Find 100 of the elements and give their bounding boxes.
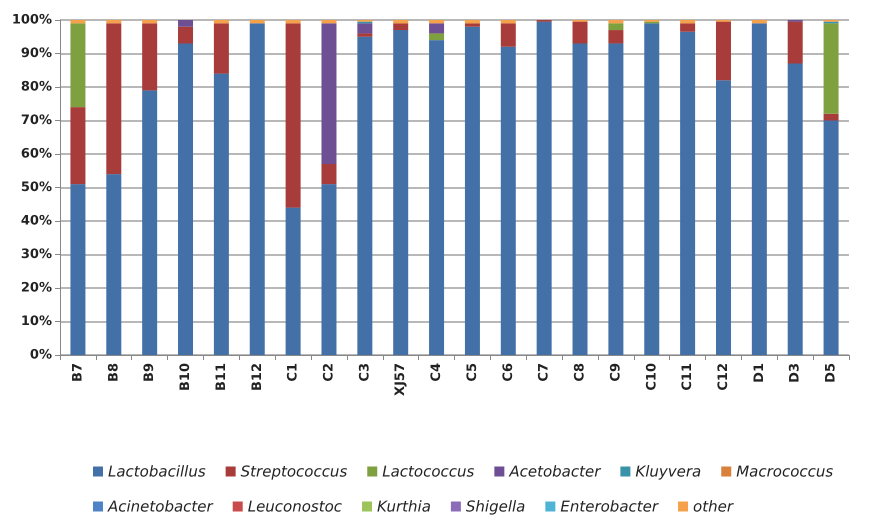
bar: [824, 23, 839, 114]
bar: [788, 22, 803, 64]
bar: [357, 36, 372, 355]
x-tick-label: C10: [644, 363, 660, 391]
x-tick-label: C9: [608, 363, 624, 382]
legend-label: Streptococcus: [240, 462, 348, 480]
legend-label: Lactococcus: [382, 462, 475, 480]
y-tick-label: 40%: [20, 214, 52, 228]
bar: [321, 184, 336, 355]
bar: [608, 23, 624, 30]
y-tick-label: 50%: [20, 180, 52, 195]
x-tick-label: D5: [824, 363, 839, 383]
bar: [680, 23, 696, 32]
bar: [393, 20, 408, 24]
legend-label: Macrococcus: [736, 462, 834, 480]
bar: [106, 20, 122, 24]
bar: [536, 22, 552, 355]
bar: [142, 20, 158, 24]
x-tick-label: D1: [752, 363, 767, 383]
bar: [500, 23, 516, 47]
bar: [464, 26, 480, 355]
bar: [106, 23, 122, 174]
x-tick-label: C5: [464, 363, 480, 382]
x-tick-label: C6: [500, 363, 516, 382]
bar: [321, 164, 336, 184]
y-tick-label: 60%: [20, 146, 52, 162]
bar: [464, 23, 480, 27]
bar: [70, 23, 86, 108]
bar: [752, 20, 767, 24]
x-tick-label: XJ57: [393, 363, 408, 396]
bar: [429, 40, 444, 355]
x-tick-label: B12: [250, 363, 265, 391]
bar: [824, 120, 839, 355]
bar: [286, 23, 301, 208]
bar: [321, 23, 336, 164]
bar: [321, 20, 336, 24]
x-tick-label: B8: [106, 363, 122, 382]
bar: [572, 22, 588, 44]
y-tick-label: 20%: [20, 280, 52, 296]
x-tick-label: C12: [716, 363, 731, 391]
bar: [357, 33, 372, 37]
x-tick-label: D3: [788, 363, 803, 383]
bar: [286, 208, 301, 355]
bar: [608, 20, 624, 24]
bar: [500, 46, 516, 355]
bar: [788, 64, 803, 355]
bar: [142, 23, 158, 90]
x-tick-label: C8: [572, 363, 588, 382]
legend-label: Acetobacter: [508, 462, 602, 480]
legend-label: Shigella: [466, 498, 526, 516]
bar: [214, 74, 229, 355]
bar: [214, 23, 229, 74]
legend-label: Enterobacter: [560, 498, 659, 516]
bar: [500, 20, 516, 24]
x-tick-label: C11: [680, 363, 696, 391]
bar: [429, 33, 444, 40]
legend-label: Kurthia: [377, 498, 431, 516]
bar: [142, 90, 158, 355]
bar: [716, 80, 731, 355]
bar: [644, 23, 660, 355]
legend-label: other: [693, 498, 734, 516]
x-tick-label: C3: [357, 363, 372, 382]
bar: [357, 23, 372, 34]
y-tick-label: 0%: [30, 348, 52, 362]
bar: [608, 30, 624, 44]
bar: [286, 20, 301, 24]
bar: [464, 20, 480, 24]
bar: [393, 23, 408, 30]
x-tick-label: C7: [536, 363, 552, 382]
x-tick-label: B7: [70, 363, 86, 382]
bar: [106, 174, 122, 355]
bar: [250, 20, 265, 24]
y-tick-label: 90%: [20, 46, 52, 61]
bar: [214, 20, 229, 24]
x-tick-label: B9: [142, 363, 158, 382]
legend-label: Leuconostoc: [248, 498, 343, 516]
bar: [680, 32, 696, 355]
legend-label: Acinetobacter: [107, 498, 214, 516]
x-tick-label: C2: [321, 363, 336, 382]
bar: [178, 20, 194, 27]
bar: [752, 23, 767, 355]
bar: [680, 20, 696, 24]
y-tick-label: 100%: [12, 12, 52, 28]
bar: [824, 114, 839, 120]
x-tick-label: B10: [178, 363, 194, 391]
bar: [429, 20, 444, 24]
x-tick-label: C1: [286, 363, 301, 382]
bar: [572, 43, 588, 355]
bar: [429, 23, 444, 34]
bar: [608, 43, 624, 355]
legend-label: Kluyvera: [635, 462, 702, 480]
bar: [393, 30, 408, 355]
bar: [70, 20, 86, 24]
y-tick-label: 30%: [20, 247, 52, 262]
bar: [70, 107, 86, 184]
bar: [178, 43, 194, 355]
bar: [716, 22, 731, 80]
bar: [70, 184, 86, 355]
y-tick-label: 10%: [20, 314, 52, 329]
y-tick-label: 80%: [20, 80, 52, 94]
